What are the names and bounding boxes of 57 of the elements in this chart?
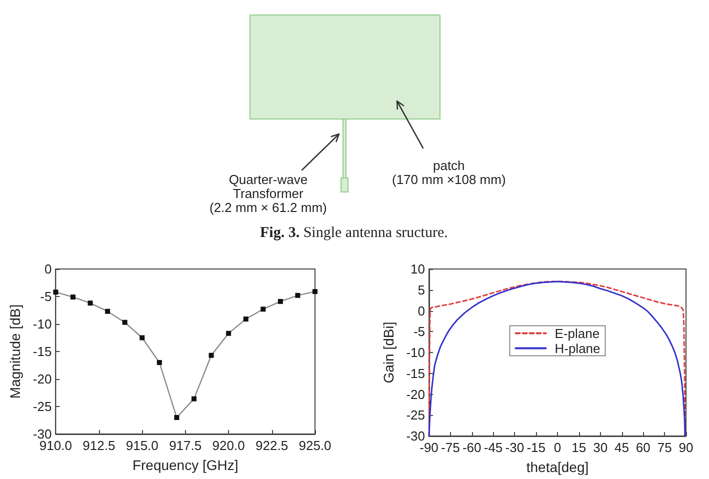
x-tick-label: 917.5 [169, 438, 202, 453]
legend-label: E-plane [554, 326, 600, 341]
x-tick-label: 912.5 [82, 438, 116, 453]
point [312, 289, 318, 294]
point [53, 290, 58, 295]
point [105, 308, 110, 314]
point [70, 294, 76, 300]
x-tick-label: 90 [678, 440, 694, 455]
x-tick-label: -15 [526, 440, 546, 455]
x-tick-label: -75 [441, 440, 460, 455]
point [174, 415, 180, 420]
y-axis-title: Gain [dBi] [380, 322, 396, 384]
y-tick-label: -5 [413, 324, 425, 340]
x-tick-label: -30 [505, 440, 524, 455]
y-tick-label: 10 [410, 262, 425, 276]
y-axis-title: Magnitude [dB] [7, 304, 23, 399]
x-tick-label: 30 [593, 440, 608, 455]
y-tick-label: 5 [418, 282, 425, 298]
text: Quarter-wave Transformer (2.2 mm × 61.2 mm) [210, 172, 327, 215]
point [278, 298, 283, 304]
x-tick-label: 920.0 [212, 438, 245, 453]
x-tick-label: 75 [657, 440, 672, 455]
point [122, 320, 128, 325]
x-tick-label: -45 [484, 440, 503, 455]
y-tick-label: -20 [32, 372, 52, 386]
x-tick-label: 60 [636, 440, 650, 455]
point [260, 306, 266, 312]
y-tick-label: 0 [44, 262, 52, 276]
legend-label: H-plane [554, 340, 600, 356]
x-tick-label: 925.0 [298, 438, 332, 453]
point [156, 360, 162, 365]
y-tick-label: -10 [406, 345, 425, 360]
y-tick-label: -20 [406, 386, 425, 402]
point [208, 352, 214, 358]
y-tick-label: -15 [406, 366, 425, 381]
point [140, 335, 145, 340]
x-tick-label: 915.0 [126, 438, 158, 453]
text: patch (170 mm ×108 mm) [392, 158, 506, 187]
point [191, 396, 196, 402]
x-tick-label: 922.5 [256, 438, 288, 453]
x-axis-title: theta[deg] [526, 459, 589, 475]
x-tick-label: 45 [614, 440, 629, 455]
point [243, 316, 248, 322]
point [295, 292, 300, 298]
point [88, 300, 93, 306]
y-tick-label: -25 [32, 399, 52, 414]
x-axis-title: Frequency [GHz] [132, 457, 238, 473]
y-tick-label: -15 [32, 344, 52, 359]
y-tick-label: -5 [40, 289, 52, 304]
x-tick-label: 15 [572, 440, 586, 455]
point [226, 330, 232, 336]
caption: Fig. 3. Single antenna sructure. [260, 225, 448, 241]
y-tick-label: 0 [418, 303, 425, 318]
y-tick-label: -10 [32, 316, 52, 332]
y-tick-label: -25 [406, 408, 425, 423]
x-tick-label: -60 [462, 440, 482, 455]
x-tick-label: 0 [554, 440, 562, 455]
